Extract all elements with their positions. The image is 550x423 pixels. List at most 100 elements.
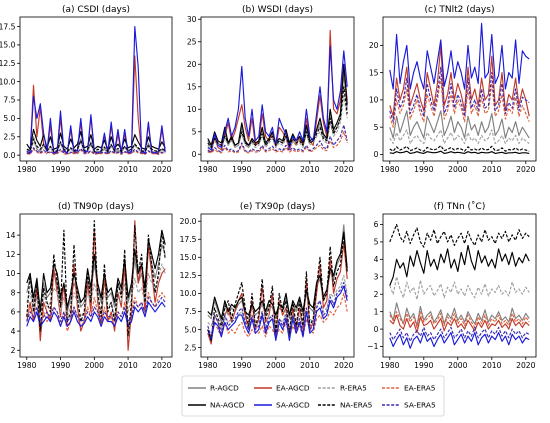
x-tick-label: 1980	[380, 165, 399, 174]
series-line-na-era5	[389, 223, 530, 248]
x-tick-label: 2010	[482, 361, 501, 370]
series-group	[207, 29, 348, 154]
y-tick-label: 5	[374, 238, 379, 247]
y-tick-label: 15	[187, 82, 197, 91]
series-line-ea-era5	[207, 292, 348, 338]
y-tick-label: 2.5	[184, 343, 196, 352]
y-tick-label: 10	[187, 105, 197, 114]
x-tick-label: 1980	[198, 165, 217, 174]
series-line-na-agcd	[389, 244, 530, 286]
y-tick-label: 5	[374, 123, 379, 132]
y-tick-label: 2	[11, 346, 16, 355]
series-line-na-era5	[26, 220, 166, 337]
y-tick-label: 20	[187, 60, 197, 69]
series-line-na-era5	[207, 235, 348, 341]
y-tick-label: 6	[374, 220, 379, 229]
legend-frame	[181, 375, 445, 417]
series-line-sa-agcd	[389, 22, 530, 90]
x-tick-label: 1990	[414, 165, 433, 174]
y-tick-label: 15.0	[180, 253, 197, 262]
series-line-ea-era5	[26, 148, 166, 155]
axes-frame	[382, 16, 537, 162]
panel-1: (a) CSDI (days) 1980 1990 2000 2010 2020 0.0 2.…	[0, 5, 173, 174]
panel-title: (b) WSDI (days)	[242, 5, 313, 15]
x-tick-label: 2020	[152, 361, 171, 370]
x-tick-label: 2000	[85, 165, 104, 174]
y-tick-label: 20.0	[180, 217, 197, 226]
y-tick-label: 0	[374, 325, 379, 334]
x-tick-label: 1990	[51, 165, 70, 174]
series-line-na-era5	[26, 138, 166, 152]
y-tick-label: 30	[187, 15, 197, 24]
legend-label: EA-AGCD	[276, 384, 310, 393]
x-tick-label: 2000	[448, 165, 467, 174]
x-tick-label: 1980	[198, 361, 217, 370]
x-tick-label: 2010	[300, 165, 319, 174]
series-line-na-agcd	[207, 63, 348, 146]
series-group	[389, 223, 530, 349]
x-tick-label: 1990	[232, 361, 251, 370]
y-tick-label: −1	[367, 342, 378, 351]
y-tick-label: 3	[374, 272, 379, 281]
legend: R-AGCD EA-AGCD R-ERA5 EA-ERA5 NA-AGCD SA-AGCD…	[181, 375, 445, 417]
legend-label: NA-ERA5	[340, 401, 373, 410]
y-tick-label: 8	[11, 288, 16, 297]
y-tick-label: 17.5	[0, 22, 16, 31]
x-tick-label: 2020	[152, 165, 171, 174]
legend-label: R-ERA5	[340, 384, 367, 393]
series-line-sa-era5	[207, 282, 348, 338]
y-tick-label: 0	[374, 150, 379, 159]
legend-item-r-era5: R-ERA5	[318, 384, 367, 393]
y-tick-label: 5	[192, 127, 197, 136]
y-tick-label: 6	[11, 308, 16, 317]
legend-item-na-era5: NA-ERA5	[318, 401, 373, 410]
x-tick-label: 2000	[448, 361, 467, 370]
series-line-ea-agcd	[389, 44, 530, 117]
panel-title: (f) TNn (˚C)	[434, 201, 486, 212]
y-tick-label: 20	[369, 41, 379, 50]
x-tick-label: 2010	[482, 165, 501, 174]
series-group	[26, 220, 166, 351]
x-tick-label: 2010	[300, 361, 319, 370]
legend-label: R-AGCD	[210, 384, 239, 393]
series-group	[207, 224, 348, 345]
y-tick-label: 25	[187, 37, 197, 46]
series-line-sa-agcd	[26, 26, 166, 154]
y-tick-label: 0	[192, 150, 197, 159]
series-line-ea-era5	[207, 131, 348, 154]
legend-item-ea-agcd: EA-AGCD	[254, 384, 310, 393]
y-tick-label: 4	[374, 255, 379, 264]
series-line-na-agcd	[26, 128, 166, 150]
y-tick-label: 10	[6, 269, 16, 278]
x-tick-label: 2020	[334, 165, 353, 174]
series-line-r-era5	[389, 129, 530, 145]
legend-label: EA-ERA5	[404, 384, 436, 393]
x-tick-label: 1980	[380, 361, 399, 370]
x-tick-label: 1990	[232, 165, 251, 174]
axes-frame	[19, 16, 173, 162]
panel-title: (d) TN90p (days)	[58, 202, 134, 212]
x-tick-label: 1990	[414, 361, 433, 370]
x-tick-label: 1990	[51, 361, 70, 370]
series-line-sa-agcd	[26, 301, 166, 327]
axes-frame	[200, 213, 355, 358]
series-line-r-era5	[207, 95, 348, 151]
panel-5: (e) TX90p (days) 1980 1990 2000 2010 2020 2.5 5…	[180, 202, 355, 370]
y-tick-label: 2.5	[3, 132, 15, 141]
axes-frame	[200, 16, 355, 162]
y-tick-label: 5.0	[184, 325, 196, 334]
x-tick-label: 2020	[516, 361, 535, 370]
series-group	[26, 26, 166, 155]
y-tick-label: 7.5	[3, 96, 15, 105]
series-group	[389, 22, 530, 154]
series-line-na-era5	[389, 145, 530, 152]
panel-4: (d) TN90p (days) 1980 1990 2000 2010 2020 2 4 6 8…	[6, 202, 173, 370]
panel-title: (c) TNlt2 (days)	[425, 5, 495, 15]
y-tick-label: 12.5	[0, 59, 16, 68]
series-line-sa-era5	[26, 296, 166, 323]
y-tick-label: 15	[369, 68, 379, 77]
series-line-sa-agcd	[389, 332, 530, 349]
axes-frame	[19, 213, 173, 358]
y-tick-label: 15.0	[0, 41, 16, 50]
